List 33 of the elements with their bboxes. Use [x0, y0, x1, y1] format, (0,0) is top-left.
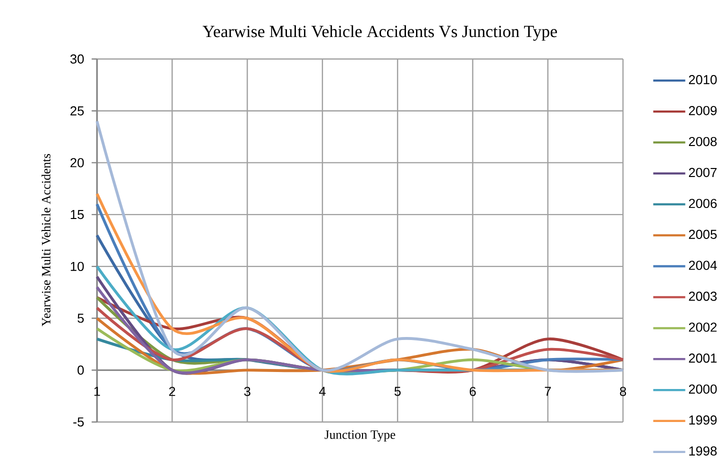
x-tick-label: 8	[620, 386, 626, 396]
chart-title: Yearwise Multi Vehicle Accidents Vs Junction Type	[202, 25, 557, 41]
legend-label: 2002	[688, 322, 717, 332]
legend-label: 2010	[688, 75, 717, 84]
legend-label: 2005	[688, 230, 717, 239]
legend-label: 2003	[688, 292, 717, 301]
x-tick-label: 5	[394, 386, 401, 396]
y-tick-label: 0	[78, 366, 84, 375]
legend-label: 2000	[688, 384, 717, 394]
y-tick-label: 30	[70, 54, 84, 64]
y-tick-label: 20	[70, 158, 84, 168]
line-series	[96, 120, 624, 373]
y-tick-label: -5	[73, 417, 84, 427]
legend-label: 2006	[688, 198, 717, 208]
x-tick-label: 4	[319, 386, 326, 396]
x-tick-label: 1	[94, 386, 100, 396]
legend-label: 2004	[688, 260, 717, 270]
legend-label: 2009	[688, 106, 717, 116]
legend-label: 2008	[688, 136, 717, 146]
y-tick-label: 25	[70, 106, 84, 116]
y-tick-label: 15	[70, 210, 84, 220]
y-tick-label: 5	[78, 314, 84, 323]
x-tick-label: 2	[169, 386, 176, 396]
legend-label: 1998	[689, 446, 717, 456]
x-tick-label: 6	[470, 386, 476, 396]
legend-label: 2007	[688, 168, 717, 178]
legend-label: 1999	[689, 415, 717, 425]
legend-label: 2001	[688, 354, 717, 363]
x-tick-label: 3	[244, 386, 250, 396]
x-axis-title: Junction Type	[324, 430, 396, 442]
x-tick-label: 7	[544, 386, 551, 396]
y-tick-label: 10	[70, 262, 84, 272]
y-axis-title: Yearwise Multi Vehicle Accidents	[42, 154, 50, 326]
